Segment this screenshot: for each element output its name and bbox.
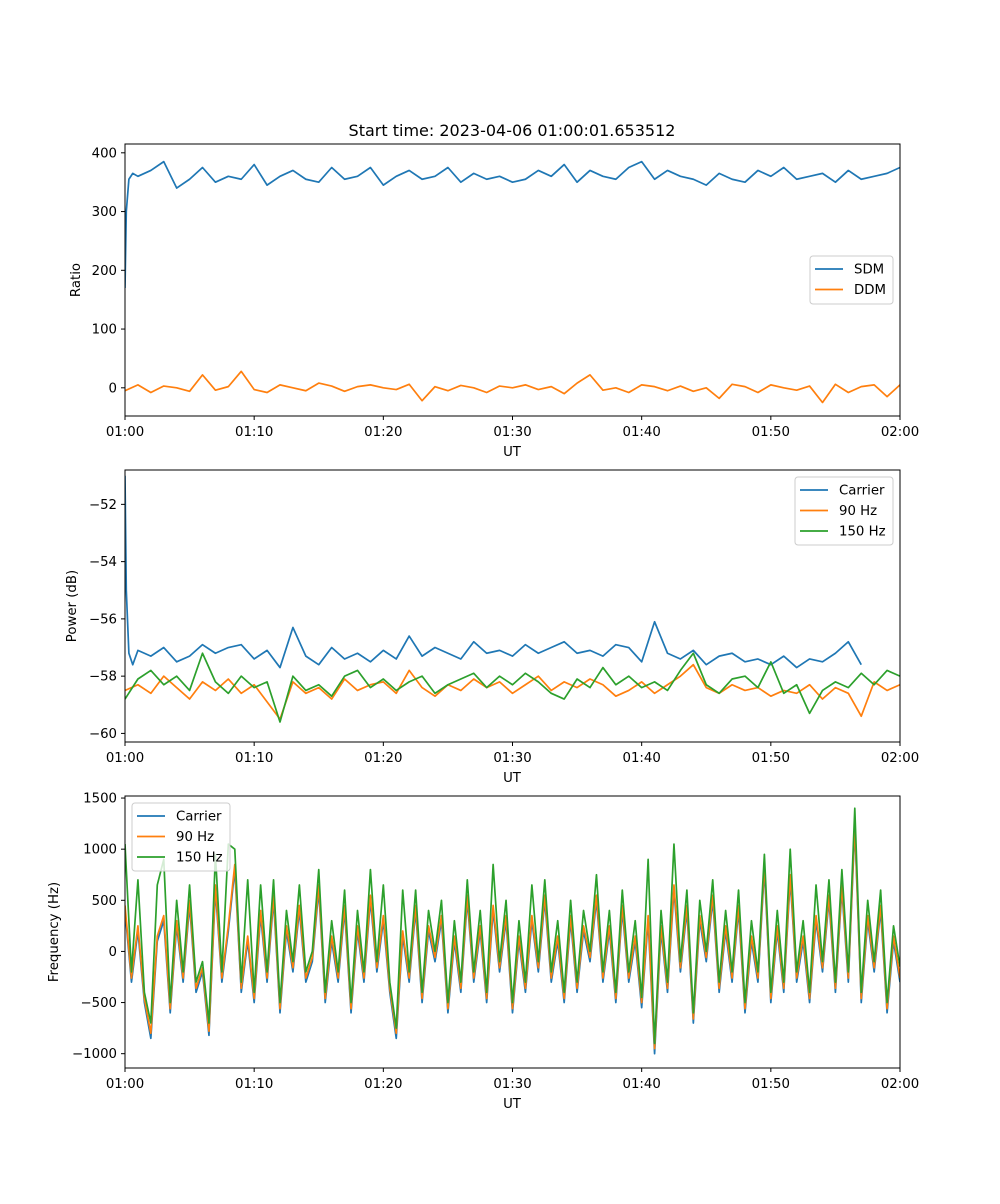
legend-label: Carrier	[839, 484, 885, 499]
x-tick-label: 01:10	[235, 425, 273, 440]
x-tick-label: 01:20	[364, 1077, 402, 1092]
legend-label: 90 Hz	[839, 504, 877, 519]
x-tick-label: 01:50	[752, 1077, 790, 1092]
x-tick-label: 01:20	[364, 425, 402, 440]
series-line-150-hz	[125, 807, 900, 1045]
subplot-ratio: UT Ratio 01:00 01:10 01:20 01:30 01:40 01:50 0…	[69, 143, 919, 460]
legend-label: DDM	[854, 283, 886, 298]
y-tick-label: 0	[109, 381, 117, 396]
y-tick-label: −60	[89, 727, 117, 742]
y-tick-label: 300	[92, 205, 117, 220]
x-tick-label: 02:00	[881, 425, 919, 440]
legend-label: 150 Hz	[176, 851, 223, 866]
y-tick-label: −56	[89, 612, 117, 627]
x-tick-label: 01:00	[106, 751, 144, 766]
x-axis-label: UT	[503, 445, 522, 460]
legend-label: 150 Hz	[839, 525, 886, 540]
series-line-sdm	[125, 160, 900, 288]
legend-frame	[809, 255, 894, 305]
y-tick-label: 100	[92, 323, 117, 338]
x-tick-label: 02:00	[881, 1077, 919, 1092]
y-tick-label: −54	[89, 555, 117, 570]
x-axis-label: UT	[503, 1097, 522, 1112]
x-tick-label: 01:40	[623, 425, 661, 440]
x-tick-label: 01:40	[623, 751, 661, 766]
y-tick-label: 1500	[83, 792, 117, 807]
x-tick-label: 02:00	[881, 751, 919, 766]
x-tick-label: 01:40	[623, 1077, 661, 1092]
legend: Carrier 90 Hz 150 Hz	[794, 476, 894, 546]
x-tick-label: 01:50	[752, 425, 790, 440]
x-axis-label: UT	[503, 771, 522, 786]
legend-label: SDM	[854, 263, 884, 278]
x-tick-label: 01:20	[364, 751, 402, 766]
series-line-ddm	[125, 370, 900, 404]
series-line-90-hz	[125, 663, 900, 720]
x-tick-label: 01:00	[106, 425, 144, 440]
y-axis-label: Power (dB)	[65, 570, 80, 642]
y-tick-label: 1000	[83, 843, 117, 858]
y-tick-label: −52	[89, 498, 117, 513]
y-tick-label: 400	[92, 146, 117, 161]
legend-frame	[131, 802, 231, 872]
y-tick-label: −500	[80, 996, 117, 1011]
subplot-frequency: UT Frequency (Hz) 01:00 01:10 01:20 01:30 01…	[47, 792, 919, 1112]
series-line-carrier	[125, 475, 862, 669]
x-tick-label: 01:10	[235, 1077, 273, 1092]
legend: Carrier 90 Hz 150 Hz	[131, 802, 231, 872]
legend-label: 90 Hz	[176, 830, 214, 845]
y-tick-label: −58	[89, 670, 117, 685]
figure-title: Start time: 2023-04-06 01:00:01.653512	[349, 121, 676, 140]
y-axis-label: Frequency (Hz)	[47, 882, 62, 982]
x-tick-label: 01:50	[752, 751, 790, 766]
y-axis-label: Ratio	[69, 263, 84, 297]
x-tick-label: 01:10	[235, 751, 273, 766]
subplot-power: UT Power (dB) 01:00 01:10 01:20 01:30 01:40 0…	[65, 469, 919, 786]
x-tick-label: 01:00	[106, 1077, 144, 1092]
y-tick-label: 0	[109, 945, 117, 960]
series-line-150-hz	[125, 652, 900, 723]
y-tick-label: 500	[92, 894, 117, 909]
y-tick-label: 200	[92, 264, 117, 279]
x-tick-label: 01:30	[493, 751, 531, 766]
series-line-carrier	[125, 827, 900, 1055]
legend: SDM DDM	[809, 255, 894, 305]
legend-frame	[794, 476, 894, 546]
x-tick-label: 01:30	[493, 425, 531, 440]
legend-label: Carrier	[176, 810, 222, 825]
y-tick-label: −1000	[72, 1047, 117, 1062]
x-tick-label: 01:30	[493, 1077, 531, 1092]
series-line-90-hz	[125, 822, 900, 1050]
